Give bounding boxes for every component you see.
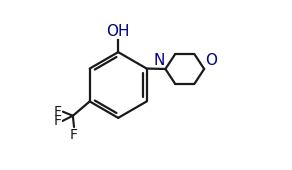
Text: O: O [205, 53, 217, 68]
Text: F: F [70, 128, 78, 142]
Text: F: F [53, 114, 61, 128]
Text: N: N [153, 53, 164, 68]
Text: F: F [54, 105, 62, 119]
Text: OH: OH [106, 24, 130, 39]
